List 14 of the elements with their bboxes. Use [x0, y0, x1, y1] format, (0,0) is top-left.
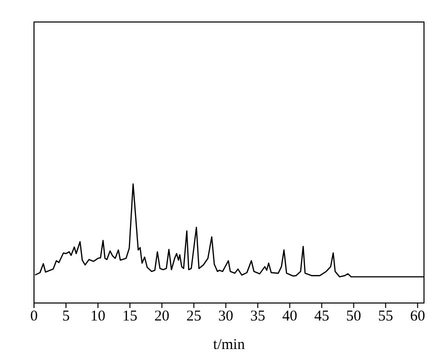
x-tick-label: 40	[282, 308, 298, 325]
x-tick-label: 0	[30, 308, 38, 325]
x-tick-label: 35	[250, 308, 266, 325]
x-tick-label: 5	[62, 308, 70, 325]
x-tick-label: 10	[90, 308, 106, 325]
x-tick-label: 30	[218, 308, 234, 325]
x-tick-label: 60	[410, 308, 426, 325]
x-axis-title: t/min	[213, 337, 246, 353]
x-tick-label: 55	[378, 308, 394, 325]
x-tick-label: 25	[186, 308, 202, 325]
x-tick-label: 50	[346, 308, 362, 325]
x-tick-label: 20	[154, 308, 170, 325]
x-tick-label: 15	[122, 308, 138, 325]
x-tick-label: 45	[314, 308, 330, 325]
